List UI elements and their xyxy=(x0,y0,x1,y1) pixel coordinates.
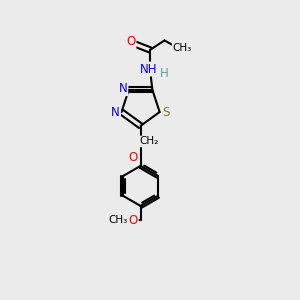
Text: CH₃: CH₃ xyxy=(173,43,192,52)
Text: N: N xyxy=(111,106,120,119)
Text: CH₂: CH₂ xyxy=(140,136,159,146)
Text: O: O xyxy=(129,214,138,226)
Text: O: O xyxy=(129,151,138,164)
Text: O: O xyxy=(126,35,136,48)
Text: N: N xyxy=(118,82,127,95)
Text: CH₃: CH₃ xyxy=(109,215,128,225)
Text: S: S xyxy=(162,106,169,118)
Text: NH: NH xyxy=(140,62,158,76)
Text: H: H xyxy=(160,67,169,80)
